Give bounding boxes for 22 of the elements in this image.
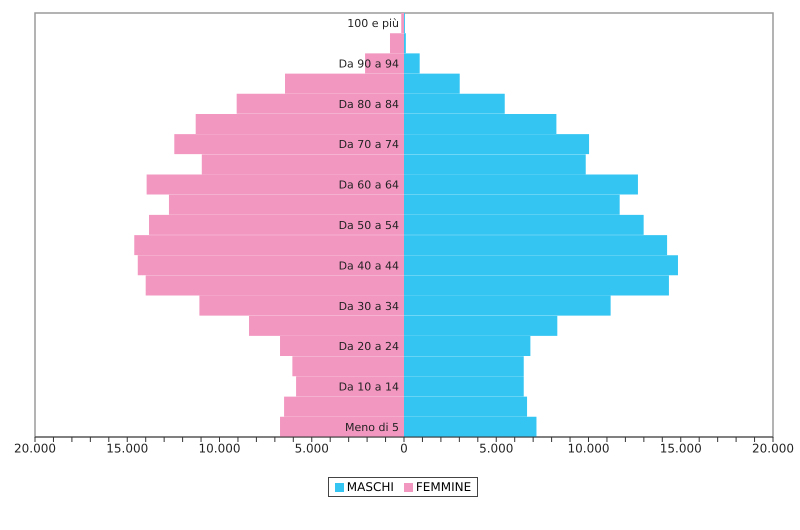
y-tick-label: Da 20 a 24 xyxy=(338,340,399,354)
x-tick-label: 10.000 xyxy=(568,442,610,456)
y-tick-label: Da 10 a 14 xyxy=(338,380,399,394)
y-tick-label: Da 50 a 54 xyxy=(338,219,399,232)
y-tick-label: Da 40 a 44 xyxy=(338,259,399,272)
y-tick-label: 100 e più xyxy=(347,17,399,30)
y-tick-label: Da 30 a 34 xyxy=(338,300,399,313)
y-tick-label: Da 80 a 84 xyxy=(338,98,399,111)
legend-label: MASCHI xyxy=(346,480,394,494)
x-tick-label: 5.000 xyxy=(479,442,514,456)
x-tick-label: 15.000 xyxy=(660,442,702,456)
y-tick-label: Da 70 a 74 xyxy=(338,138,399,152)
x-tick-label: 15.000 xyxy=(106,442,148,456)
x-tick-label: 5.000 xyxy=(294,442,329,456)
x-tick-label: 0 xyxy=(400,442,408,456)
y-tick-label: Da 60 a 64 xyxy=(338,178,399,192)
y-tick-label: Da 90 a 94 xyxy=(338,57,399,70)
x-tick-label: 10.000 xyxy=(198,442,240,456)
x-tick-label: 20.000 xyxy=(752,442,794,456)
x-tick-label: 20.000 xyxy=(14,442,56,456)
legend-label: FEMMINE xyxy=(414,480,472,494)
y-tick-label: Meno di 5 xyxy=(345,420,399,434)
